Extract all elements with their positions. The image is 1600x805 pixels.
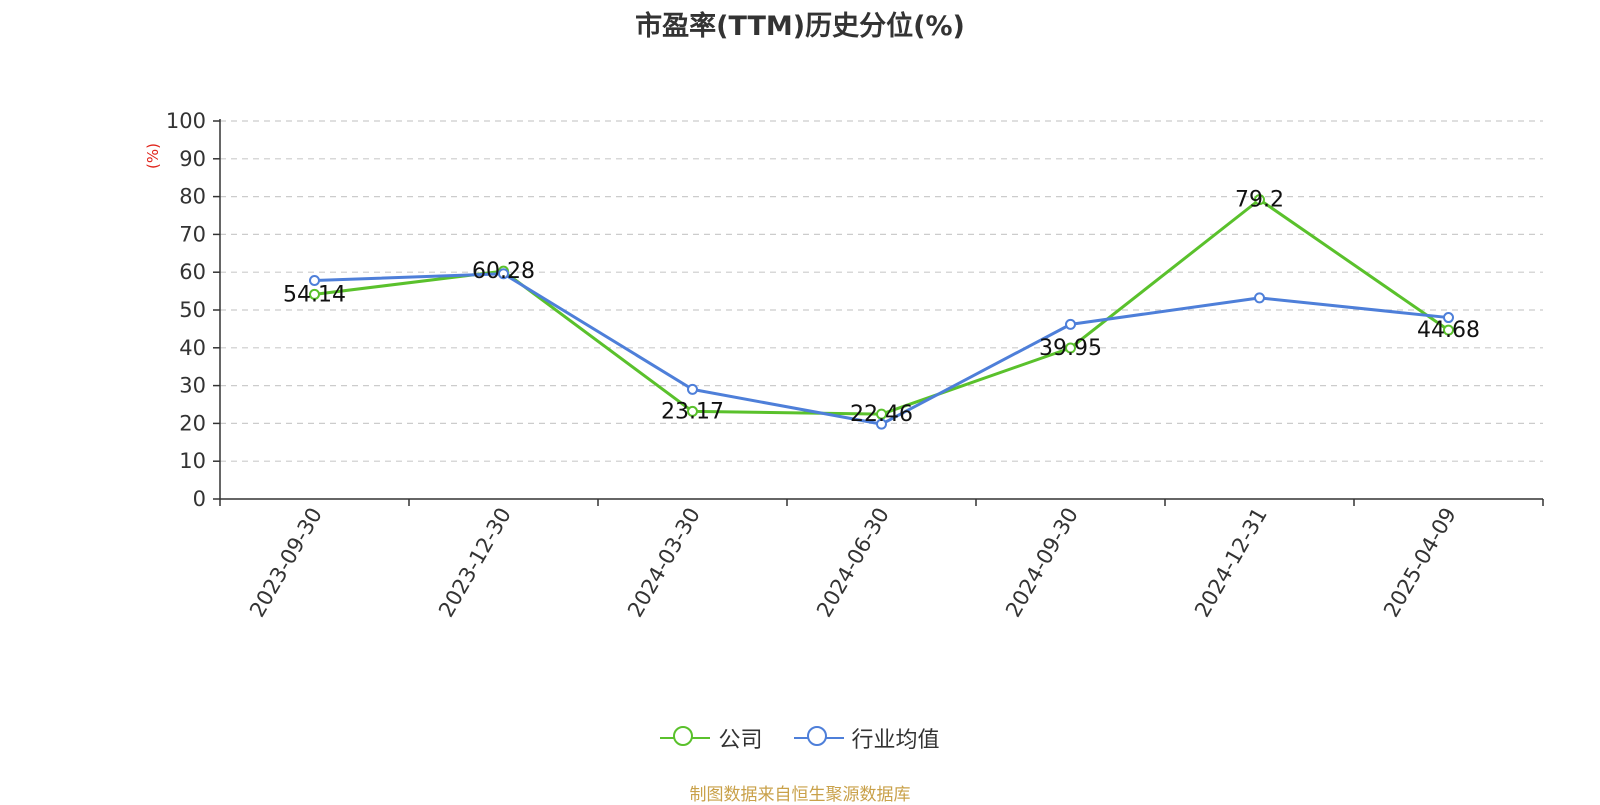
x-tick-label: 2024-06-30 (812, 504, 894, 622)
legend-swatch-industry-average (793, 725, 844, 751)
y-tick-label: 30 (179, 374, 206, 398)
chart-title: 市盈率(TTM)历史分位(%) (635, 11, 965, 42)
data-point-1 (1254, 292, 1265, 304)
x-tick-label: 2024-03-30 (623, 504, 705, 622)
data-label: 60.28 (472, 259, 535, 284)
x-tick-label: 2024-12-31 (1190, 504, 1272, 622)
legend-label-company: 公司 (718, 728, 763, 753)
data-point-1 (687, 383, 698, 395)
y-tick-label: 50 (179, 298, 206, 322)
data-label: 79.2 (1235, 188, 1284, 213)
data-point-0 (1443, 324, 1454, 336)
data-point-0 (876, 408, 887, 420)
y-tick-label: 40 (179, 336, 206, 360)
data-point-1 (498, 268, 509, 280)
series-lines (309, 194, 1454, 430)
y-tick-label: 10 (179, 449, 206, 473)
data-labels: 54.14 60.28 23.17 22.46 39.95 79.2 44.68 (283, 188, 1480, 427)
legend-item-industry-average[interactable]: 行业均值 (793, 722, 940, 754)
series-line-0 (314, 198, 1450, 416)
y-tick-label: 60 (179, 260, 206, 284)
legend: 公司 行业均值 (0, 722, 1600, 757)
data-label: 39.95 (1039, 336, 1102, 361)
data-point-0 (1254, 194, 1265, 206)
legend-swatch-company (660, 725, 711, 751)
data-point-1 (1065, 318, 1076, 330)
data-label: 44.68 (1417, 318, 1480, 343)
source-note: 制图数据来自恒生聚源数据库 (689, 785, 911, 805)
data-point-0 (309, 288, 320, 300)
y-tick-label: 0 (193, 487, 206, 511)
data-label: 54.14 (283, 282, 346, 307)
x-tick-label: 2023-12-30 (434, 504, 516, 622)
legend-label-industry-average: 行业均值 (851, 728, 940, 753)
data-point-0 (687, 405, 698, 417)
x-tick-label: 2025-04-09 (1379, 504, 1461, 622)
y-tick-label: 90 (179, 147, 206, 171)
data-point-1 (309, 275, 320, 287)
x-tick-label: 2023-09-30 (245, 504, 327, 622)
data-label: 22.46 (850, 402, 913, 427)
x-tick-label: 2024-09-30 (1001, 504, 1083, 622)
data-label: 23.17 (661, 399, 724, 424)
data-point-0 (1065, 342, 1076, 354)
data-point-1 (1443, 312, 1454, 324)
axes: 0 10 20 30 40 50 60 70 80 90 100 2023-09-30 2023-12-… (166, 109, 1544, 622)
legend-item-company[interactable]: 公司 (660, 722, 763, 754)
y-tick-label: 70 (179, 222, 206, 246)
y-tick-label: 100 (166, 109, 206, 133)
data-point-1 (876, 418, 887, 430)
y-tick-label: 20 (179, 411, 206, 435)
y-axis-label: (%) (144, 143, 162, 169)
y-tick-label: 80 (179, 185, 206, 209)
